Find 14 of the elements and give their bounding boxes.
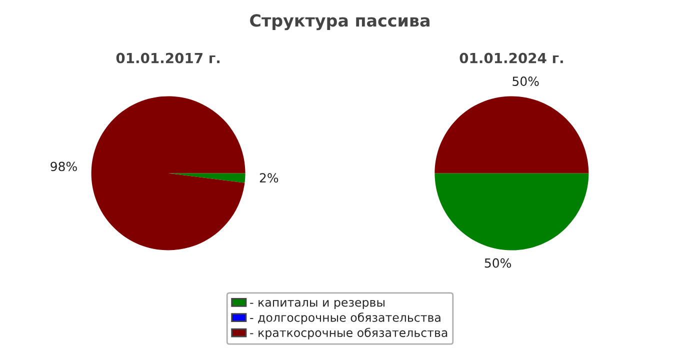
data-label: 50% <box>484 258 512 268</box>
chart-title: Структура пассива <box>250 14 430 30</box>
chart-subtitle: 01.01.2017 г. <box>116 52 220 64</box>
data-label: 2% <box>260 173 278 183</box>
legend-label: - краткосрочные обязательства <box>250 328 448 340</box>
pie-slice <box>168 173 246 183</box>
legend-label: - капиталы и резервы <box>250 300 384 310</box>
data-label: 50% <box>512 76 539 86</box>
data-label: 98% <box>50 162 77 172</box>
pie-slice <box>434 173 589 250</box>
legend-label: - долгосрочные обязательства <box>250 312 440 324</box>
pie-slice <box>434 96 589 174</box>
chart-subtitle: 01.01.2024 г. <box>460 52 563 64</box>
pie-slice <box>91 96 246 250</box>
